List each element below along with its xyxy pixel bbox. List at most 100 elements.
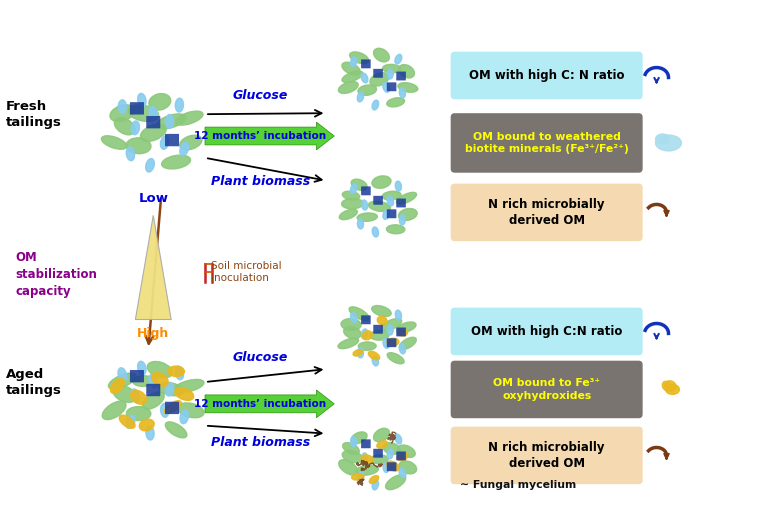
Ellipse shape bbox=[399, 461, 417, 474]
Ellipse shape bbox=[662, 381, 671, 391]
Ellipse shape bbox=[655, 134, 669, 144]
FancyBboxPatch shape bbox=[361, 186, 370, 196]
Ellipse shape bbox=[381, 319, 402, 331]
Ellipse shape bbox=[374, 48, 389, 62]
FancyBboxPatch shape bbox=[361, 315, 370, 324]
Ellipse shape bbox=[146, 426, 154, 440]
Text: Glucose: Glucose bbox=[233, 89, 289, 102]
Ellipse shape bbox=[357, 92, 363, 102]
Ellipse shape bbox=[339, 460, 358, 475]
Ellipse shape bbox=[342, 450, 363, 463]
Text: OM with high C: N ratio: OM with high C: N ratio bbox=[469, 69, 625, 82]
Ellipse shape bbox=[176, 98, 183, 112]
Ellipse shape bbox=[395, 55, 402, 64]
Ellipse shape bbox=[161, 404, 168, 417]
Ellipse shape bbox=[146, 159, 154, 172]
FancyBboxPatch shape bbox=[396, 451, 406, 460]
Ellipse shape bbox=[175, 388, 193, 400]
Ellipse shape bbox=[383, 339, 389, 348]
Ellipse shape bbox=[383, 83, 389, 93]
Text: OM bound to weathered
biotite minerals (Fe³⁺/Fe²⁺): OM bound to weathered biotite minerals (… bbox=[465, 132, 629, 154]
Ellipse shape bbox=[110, 105, 135, 122]
Text: N rich microbially
derived OM: N rich microbially derived OM bbox=[488, 441, 605, 470]
Ellipse shape bbox=[342, 191, 360, 200]
FancyBboxPatch shape bbox=[374, 196, 383, 205]
Ellipse shape bbox=[385, 475, 406, 490]
Text: Plant biomass: Plant biomass bbox=[211, 436, 310, 449]
Ellipse shape bbox=[357, 219, 363, 229]
Ellipse shape bbox=[158, 383, 184, 396]
FancyBboxPatch shape bbox=[451, 51, 643, 99]
Text: Aged
tailings: Aged tailings bbox=[6, 368, 62, 397]
Ellipse shape bbox=[387, 325, 393, 335]
Ellipse shape bbox=[101, 136, 127, 149]
Ellipse shape bbox=[399, 88, 406, 98]
Ellipse shape bbox=[126, 138, 151, 154]
Ellipse shape bbox=[361, 453, 367, 463]
FancyBboxPatch shape bbox=[387, 82, 396, 91]
Ellipse shape bbox=[357, 213, 378, 222]
Ellipse shape bbox=[342, 71, 363, 82]
Text: N rich microbially
derived OM: N rich microbially derived OM bbox=[488, 198, 605, 227]
Ellipse shape bbox=[387, 196, 394, 206]
Ellipse shape bbox=[344, 327, 361, 339]
Text: Fresh
tailings: Fresh tailings bbox=[6, 100, 62, 128]
Ellipse shape bbox=[349, 307, 369, 321]
FancyBboxPatch shape bbox=[146, 384, 161, 396]
Ellipse shape bbox=[165, 401, 181, 413]
Ellipse shape bbox=[149, 94, 171, 110]
Ellipse shape bbox=[175, 380, 204, 393]
Ellipse shape bbox=[342, 199, 363, 209]
Ellipse shape bbox=[126, 407, 151, 421]
FancyBboxPatch shape bbox=[387, 210, 396, 218]
Ellipse shape bbox=[133, 375, 154, 386]
FancyBboxPatch shape bbox=[146, 116, 161, 128]
Ellipse shape bbox=[128, 105, 158, 121]
Text: 12 months’ incubation: 12 months’ incubation bbox=[193, 131, 326, 141]
Text: Soil microbial
inoculation: Soil microbial inoculation bbox=[211, 261, 282, 283]
Ellipse shape bbox=[140, 419, 154, 431]
FancyBboxPatch shape bbox=[130, 102, 144, 114]
Ellipse shape bbox=[387, 69, 393, 79]
Ellipse shape bbox=[358, 85, 377, 95]
Ellipse shape bbox=[387, 449, 393, 459]
FancyBboxPatch shape bbox=[165, 402, 179, 414]
Ellipse shape bbox=[338, 338, 359, 348]
Ellipse shape bbox=[119, 415, 135, 428]
FancyArrow shape bbox=[205, 122, 335, 150]
Ellipse shape bbox=[665, 381, 676, 391]
Text: OM with high C:N ratio: OM with high C:N ratio bbox=[471, 325, 622, 338]
Ellipse shape bbox=[399, 337, 417, 349]
Ellipse shape bbox=[372, 356, 378, 366]
Ellipse shape bbox=[382, 191, 401, 200]
Ellipse shape bbox=[339, 82, 358, 94]
Ellipse shape bbox=[142, 392, 165, 409]
Ellipse shape bbox=[372, 176, 391, 188]
Ellipse shape bbox=[370, 73, 389, 86]
Ellipse shape bbox=[383, 443, 400, 454]
Ellipse shape bbox=[113, 386, 136, 402]
Ellipse shape bbox=[151, 372, 168, 386]
Ellipse shape bbox=[149, 374, 158, 388]
Ellipse shape bbox=[395, 181, 402, 191]
Ellipse shape bbox=[361, 200, 367, 210]
Text: Low: Low bbox=[138, 192, 168, 205]
Ellipse shape bbox=[126, 415, 135, 428]
Ellipse shape bbox=[361, 73, 368, 83]
Ellipse shape bbox=[168, 366, 185, 376]
Ellipse shape bbox=[395, 310, 402, 320]
FancyBboxPatch shape bbox=[374, 69, 383, 78]
Ellipse shape bbox=[165, 422, 187, 438]
FancyBboxPatch shape bbox=[361, 59, 370, 68]
Ellipse shape bbox=[126, 147, 135, 161]
Ellipse shape bbox=[399, 209, 417, 220]
Ellipse shape bbox=[370, 476, 378, 484]
FancyBboxPatch shape bbox=[451, 308, 643, 355]
Ellipse shape bbox=[350, 313, 357, 323]
FancyBboxPatch shape bbox=[165, 134, 179, 146]
Ellipse shape bbox=[119, 100, 126, 114]
FancyBboxPatch shape bbox=[396, 199, 406, 207]
Ellipse shape bbox=[374, 428, 389, 442]
Text: ∼ Fungal mycelium: ∼ Fungal mycelium bbox=[459, 480, 576, 490]
Ellipse shape bbox=[351, 179, 367, 190]
